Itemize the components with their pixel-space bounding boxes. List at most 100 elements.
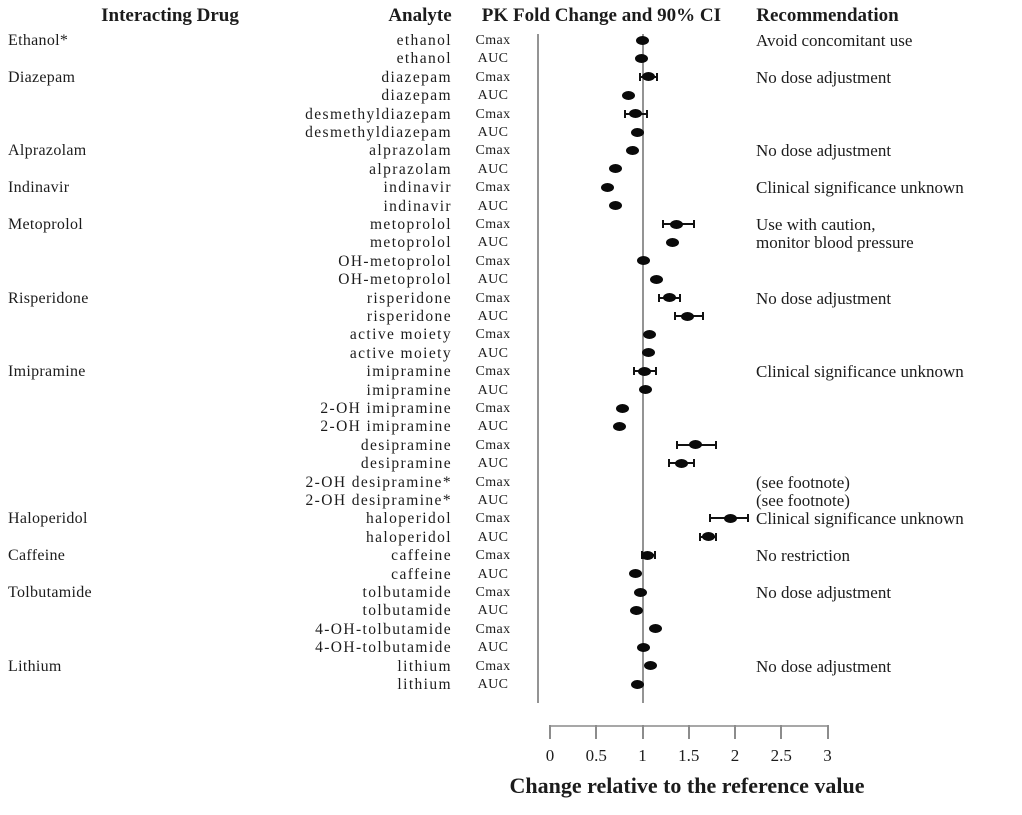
analyte-label: OH-metoprolol <box>338 252 452 270</box>
analyte-label: tolbutamide <box>362 602 452 620</box>
recommendation-text: No dose adjustment <box>756 67 892 87</box>
pk-label: AUC <box>477 566 509 582</box>
ci-cap-left <box>658 293 661 302</box>
ci-cap-right <box>656 72 659 81</box>
data-point-marker <box>609 201 623 211</box>
analyte-label: 2-OH desipramine* <box>305 473 452 491</box>
data-point-marker <box>670 219 684 229</box>
recommendation-text: Avoid concomitant use <box>756 31 913 50</box>
ci-cap-right <box>714 440 717 449</box>
pk-label: Cmax <box>475 143 511 159</box>
analyte-label: ethanol <box>396 32 452 49</box>
drug-label: Diazepam <box>8 68 76 86</box>
analyte-label: desmethyldiazepam <box>305 124 452 141</box>
pk-label: AUC <box>477 382 509 398</box>
data-point-marker <box>634 587 648 597</box>
recommendation-text: No dose adjustment <box>756 288 892 308</box>
data-point-marker <box>665 237 679 247</box>
pk-label: Cmax <box>475 180 511 196</box>
axis-tick-label: 1 <box>638 746 647 765</box>
recommendation-text: Clinical significance unknown <box>756 362 964 382</box>
pk-label: AUC <box>477 272 509 288</box>
ci-cap-right <box>678 293 681 302</box>
analyte-label: OH-metoprolol <box>338 271 452 289</box>
recommendation-text: monitor blood pressure <box>756 233 914 253</box>
pk-label: Cmax <box>475 548 511 564</box>
pk-label: Cmax <box>475 290 511 306</box>
ci-cap-right <box>693 220 696 228</box>
pk-label: AUC <box>477 456 509 472</box>
pk-label: Cmax <box>475 69 511 85</box>
drug-label: Caffeine <box>8 547 66 565</box>
pk-label: Cmax <box>475 474 511 490</box>
pk-label: AUC <box>477 125 509 140</box>
drug-label: Imipramine <box>8 363 86 381</box>
drug-label: Tolbutamide <box>8 584 92 601</box>
data-point-marker <box>674 458 688 468</box>
pk-label: Cmax <box>475 217 511 232</box>
pk-label: Cmax <box>475 658 511 674</box>
pk-label: AUC <box>477 88 509 104</box>
analyte-label: alprazolam <box>369 160 452 178</box>
x-axis-title: Change relative to the reference value <box>509 773 865 798</box>
column-header-interacting-drug: Interacting Drug <box>101 5 239 26</box>
ci-cap-right <box>714 532 717 541</box>
pk-label: AUC <box>477 603 509 619</box>
pk-label: Cmax <box>475 327 511 343</box>
ci-cap-left <box>623 109 626 118</box>
data-point-marker <box>642 348 656 358</box>
data-point-marker <box>635 53 649 63</box>
pk-label: AUC <box>477 345 509 361</box>
analyte-label: 2-OH imipramine <box>320 418 452 436</box>
ci-cap-left <box>638 72 641 81</box>
data-point-marker <box>622 90 636 100</box>
pk-label: AUC <box>477 309 509 324</box>
pk-label: AUC <box>477 235 509 251</box>
analyte-label: alprazolam <box>369 142 452 160</box>
data-point-marker <box>701 532 715 542</box>
analyte-label: haloperidol <box>366 510 452 528</box>
analyte-label: tolbutamide <box>362 584 452 601</box>
axis-tick <box>595 725 598 739</box>
pk-label: Cmax <box>475 621 511 637</box>
ci-cap-left <box>673 312 676 320</box>
ci-cap-right <box>701 312 704 320</box>
data-point-marker <box>688 440 702 450</box>
analyte-label: caffeine <box>391 565 452 583</box>
data-point-marker <box>625 145 639 155</box>
analyte-label: diazepam <box>381 68 452 86</box>
axis-tick-label: 2.5 <box>770 746 792 765</box>
analyte-label: ethanol <box>396 50 452 68</box>
analyte-label: lithium <box>397 657 452 675</box>
drug-label: Metoprolol <box>8 216 83 233</box>
analyte-label: risperidone <box>366 289 452 307</box>
axis-tick <box>734 725 736 739</box>
analyte-label: metoprolol <box>369 216 452 233</box>
pk-label: Cmax <box>475 364 511 380</box>
analyte-label: haloperidol <box>366 528 452 546</box>
analyte-label: desmethyldiazepam <box>305 105 452 123</box>
data-point-marker <box>628 109 642 119</box>
ci-cap-left <box>709 514 712 523</box>
data-point-marker <box>644 661 658 671</box>
ci-cap-left <box>698 532 701 541</box>
data-point-marker <box>636 642 650 652</box>
axis-tick-label: 0.5 <box>585 746 607 765</box>
data-point-marker <box>629 605 643 615</box>
data-point-marker <box>609 164 623 174</box>
ci-cap-right <box>653 551 656 560</box>
plot-left-border-line <box>537 34 539 703</box>
pk-label: Cmax <box>475 585 511 600</box>
column-header-fold-change: Fold Change and 90% CI <box>513 5 721 26</box>
axis-tick <box>780 725 783 739</box>
analyte-label: indinavir <box>383 179 452 197</box>
data-point-marker <box>615 403 629 413</box>
data-point-marker <box>662 293 676 303</box>
pk-label: AUC <box>477 493 509 508</box>
recommendation-text: No dose adjustment <box>756 141 892 161</box>
axis-tick <box>549 725 551 739</box>
ci-cap-left <box>633 367 636 376</box>
pk-label: AUC <box>477 198 509 214</box>
analyte-label: 4-OH-tolbutamide <box>315 620 452 638</box>
